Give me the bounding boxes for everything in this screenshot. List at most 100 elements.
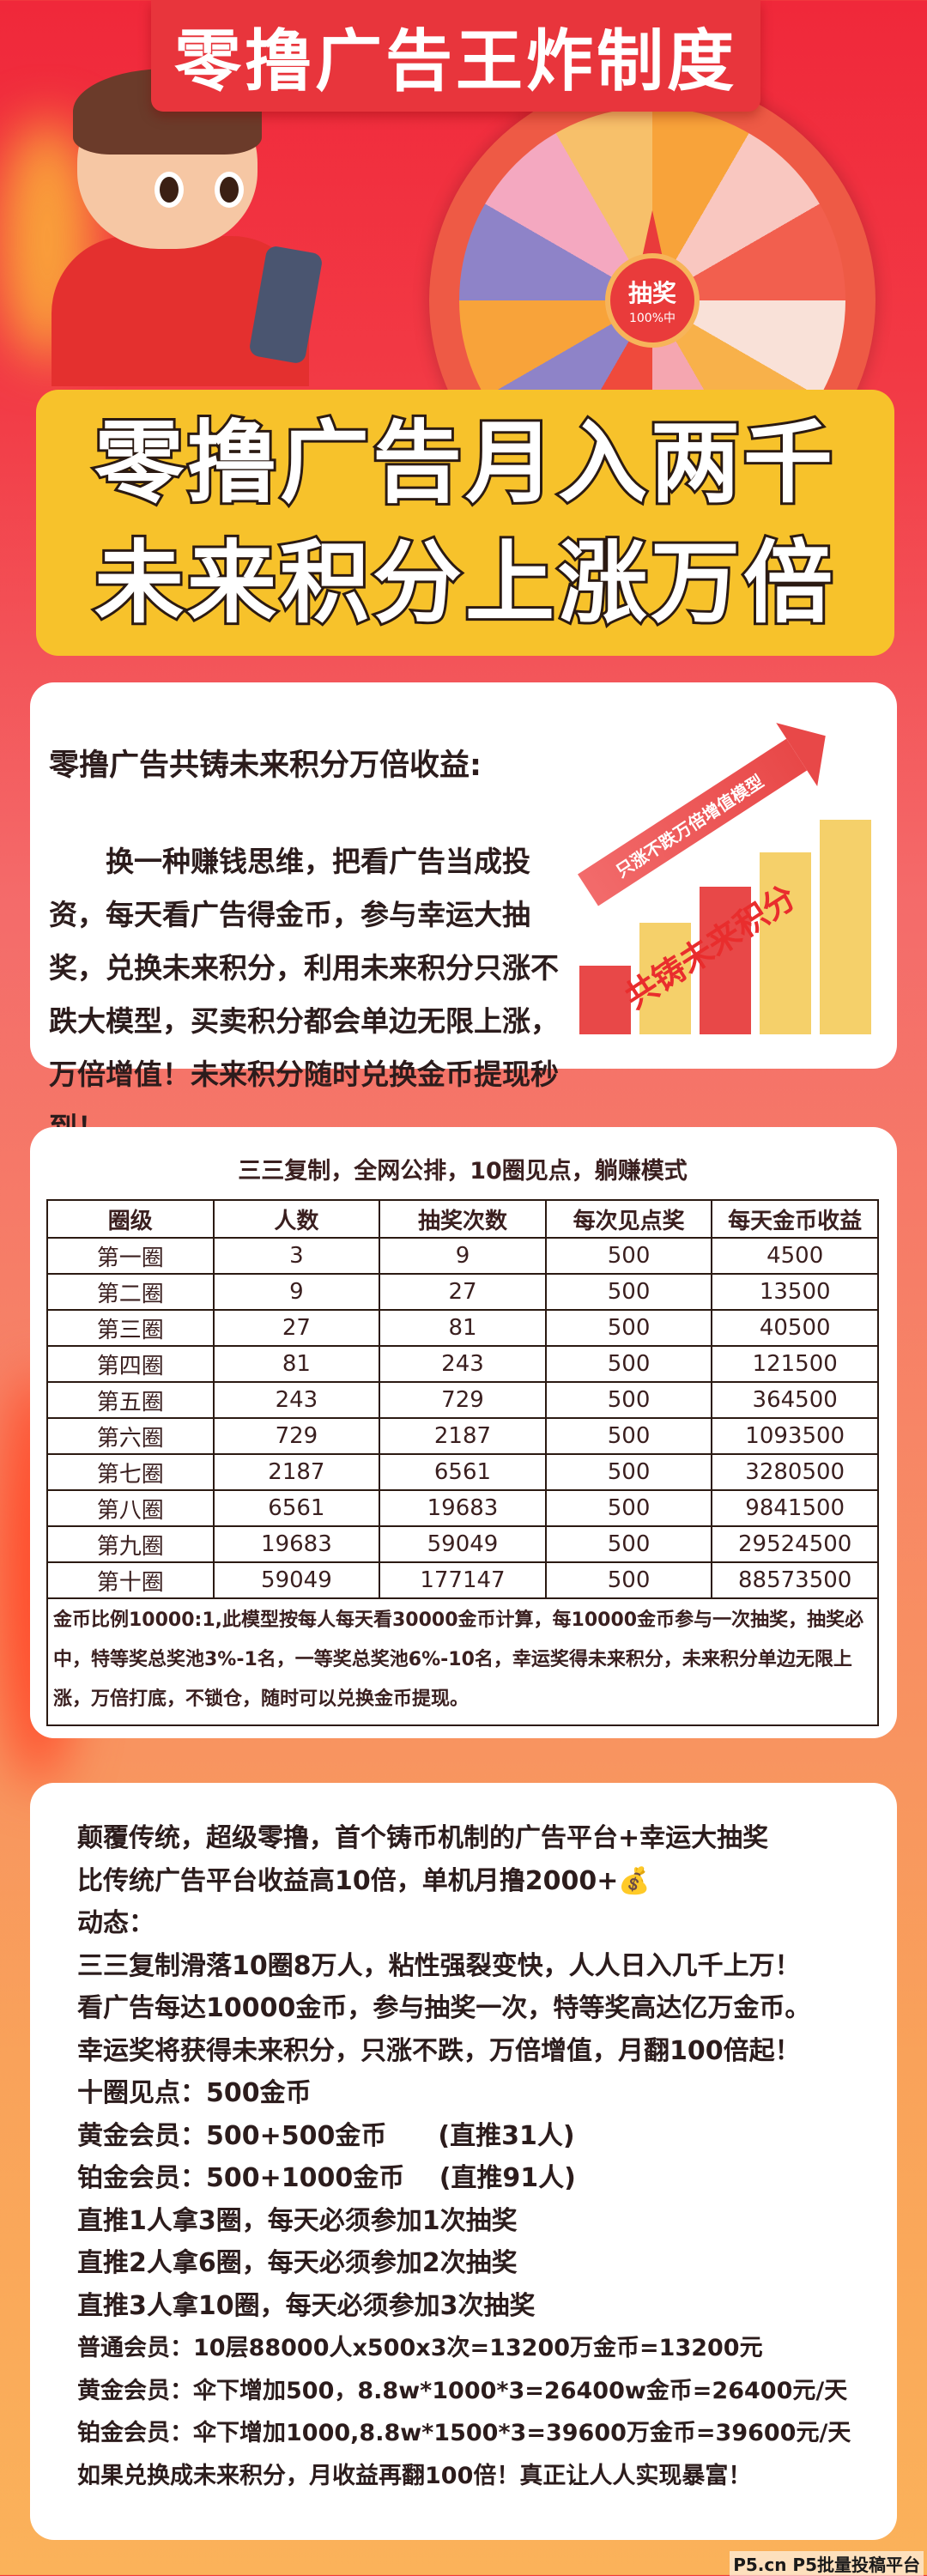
slogan-line-2: 未来积分上涨万倍 xyxy=(92,529,836,637)
detail-line: 黄金会员：500+500金币 (直推31人) xyxy=(77,2120,575,2151)
table-cell: 13500 xyxy=(711,1273,879,1311)
table-cell: 500 xyxy=(544,1453,713,1491)
table-cell: 500 xyxy=(544,1237,713,1275)
table-row: 第六圈 729 2187 500 1093500 xyxy=(46,1417,879,1455)
table-cell: 9 xyxy=(379,1237,547,1275)
detail-line: 普通会员：10层88000人x500x3次=13200万金币=13200元 xyxy=(77,2335,763,2361)
table-cell: 29524500 xyxy=(711,1525,879,1563)
reward-table: 圈级 人数 抽奖次数 每次见点奖 每天金币收益 第一圈 3 9 500 4500 第二圈 9 27 50… xyxy=(46,1199,879,1599)
table-cell: 第六圈 xyxy=(46,1417,215,1455)
growth-bar xyxy=(579,966,631,1034)
table-cell: 3280500 xyxy=(711,1453,879,1491)
table-cell: 500 xyxy=(544,1273,713,1311)
growth-bar xyxy=(700,887,751,1034)
slogan-line-1: 零撸广告月入两千 xyxy=(92,409,836,517)
table-cell: 729 xyxy=(212,1417,381,1455)
arrow-text: 只涨不跌万倍增值模型 xyxy=(612,770,767,882)
detail-line: 黄金会员：伞下增加500，8.8w*1000*3=26400w金币=26400元… xyxy=(77,2377,848,2404)
detail-line: 直推1人拿3圈，每天必须参加1次抽奖 xyxy=(77,2205,518,2236)
column-header: 圈级 xyxy=(46,1199,215,1239)
wheel-pointer-icon xyxy=(642,210,663,258)
table-cell: 500 xyxy=(544,1417,713,1455)
wheel-center-sub: 100%中 xyxy=(628,312,676,325)
table-cell: 729 xyxy=(379,1381,547,1419)
table-cell: 88573500 xyxy=(711,1561,879,1599)
growth-bar xyxy=(760,852,811,1034)
slogan-banner: 零撸广告月入两千 未来积分上涨万倍 xyxy=(36,390,894,656)
table-cell: 6561 xyxy=(379,1453,547,1491)
table-cell: 2187 xyxy=(379,1417,547,1455)
column-header: 人数 xyxy=(212,1199,381,1239)
table-cell: 500 xyxy=(544,1381,713,1419)
table-cell: 121500 xyxy=(711,1345,879,1383)
growth-graphic: 只涨不跌万倍增值模型 共铸未来积分 xyxy=(578,738,880,1052)
table-cell: 4500 xyxy=(711,1237,879,1275)
detail-line: 动态： xyxy=(77,1908,154,1938)
watermark: P5.cn P5批量投稿平台 xyxy=(730,2551,924,2576)
table-cell: 243 xyxy=(212,1381,381,1419)
table-cell: 27 xyxy=(212,1309,381,1347)
growth-bar xyxy=(820,820,871,1034)
detail-line: 铂金会员：伞下增加1000,8.8w*1500*3=39600万金币=39600… xyxy=(77,2420,851,2446)
table-cell: 第九圈 xyxy=(46,1525,215,1563)
table-cell: 364500 xyxy=(711,1381,879,1419)
table-cell: 第三圈 xyxy=(46,1309,215,1347)
table-row: 第十圈 59049 177147 500 88573500 xyxy=(46,1561,879,1599)
detail-line: 直推2人拿6圈，每天必须参加2次抽奖 xyxy=(77,2248,518,2278)
table-row: 第三圈 27 81 500 40500 xyxy=(46,1309,879,1347)
table-cell: 59049 xyxy=(379,1525,547,1563)
table-cell: 40500 xyxy=(711,1309,879,1347)
table-row: 第七圈 2187 6561 500 3280500 xyxy=(46,1453,879,1491)
table-header-row: 圈级 人数 抽奖次数 每次见点奖 每天金币收益 xyxy=(46,1199,879,1239)
table-cell: 500 xyxy=(544,1561,713,1599)
cartoon-boy-illustration xyxy=(52,69,335,386)
table-cell: 3 xyxy=(212,1237,381,1275)
table-row: 第一圈 3 9 500 4500 xyxy=(46,1237,879,1275)
table-cell: 500 xyxy=(544,1309,713,1347)
details-card: 颠覆传统，超级零撸，首个铸币机制的广告平台+幸运大抽奖 比传统广告平台收益高10倍… xyxy=(30,1783,897,2540)
wheel-center-label: 抽奖 xyxy=(627,279,676,307)
table-cell: 59049 xyxy=(212,1561,381,1599)
table-cell: 19683 xyxy=(212,1525,381,1563)
table-cell: 9 xyxy=(212,1273,381,1311)
table-cell: 81 xyxy=(212,1345,381,1383)
table-title: 三三复制，全网公排，10圈见点，躺赚模式 xyxy=(238,1158,688,1185)
detail-line: 看广告每达10000金币，参与抽奖一次，特等奖高达亿万金币。 xyxy=(77,1993,811,2023)
table-cell: 9841500 xyxy=(711,1489,879,1527)
column-header: 每天金币收益 xyxy=(711,1199,879,1239)
detail-line: 幸运奖将获得未来积分，只涨不跌，万倍增值，月翻100倍起！ xyxy=(77,2035,801,2066)
table-cell: 第一圈 xyxy=(46,1237,215,1275)
details-list: 颠覆传统，超级零撸，首个铸币机制的广告平台+幸运大抽奖 比传统广告平台收益高10倍… xyxy=(77,1817,867,2497)
detail-line: 十圈见点：500金币 xyxy=(77,2078,312,2108)
table-cell: 第七圈 xyxy=(46,1453,215,1491)
table-row: 第四圈 81 243 500 121500 xyxy=(46,1345,879,1383)
wheel-center-button: 抽奖 100%中 xyxy=(605,253,700,348)
detail-line: 直推3人拿10圈，每天必须参加3次抽奖 xyxy=(77,2290,536,2321)
table-cell: 500 xyxy=(544,1525,713,1563)
table-cell: 2187 xyxy=(212,1453,381,1491)
page-title: 零撸广告王炸制度 xyxy=(151,0,760,112)
intro-title: 零撸广告共铸未来积分万倍收益: xyxy=(49,749,482,783)
table-note: 金币比例10000:1,此模型按每人每天看30000金币计算，每10000金币参… xyxy=(46,1596,879,1726)
table-row: 第五圈 243 729 500 364500 xyxy=(46,1381,879,1419)
table-row: 第九圈 19683 59049 500 29524500 xyxy=(46,1525,879,1563)
table-cell: 81 xyxy=(379,1309,547,1347)
table-cell: 6561 xyxy=(212,1489,381,1527)
column-header: 每次见点奖 xyxy=(544,1199,713,1239)
detail-line: 比传统广告平台收益高10倍，单机月撸2000+💰 xyxy=(77,1865,651,1896)
table-row: 第八圈 6561 19683 500 9841500 xyxy=(46,1489,879,1527)
table-cell: 第五圈 xyxy=(46,1381,215,1419)
table-cell: 500 xyxy=(544,1489,713,1527)
table-cell: 第十圈 xyxy=(46,1561,215,1599)
table-cell: 27 xyxy=(379,1273,547,1311)
intro-card: 零撸广告共铸未来积分万倍收益: 换一种赚钱思维，把看广告当成投资，每天看广告得金… xyxy=(30,682,897,1144)
detail-line: 颠覆传统，超级零撸，首个铸币机制的广告平台+幸运大抽奖 xyxy=(77,1823,769,1853)
growth-bar xyxy=(639,923,691,1034)
table-cell: 第八圈 xyxy=(46,1489,215,1527)
detail-line: 如果兑换成未来积分，月收益再翻100倍！真正让人人实现暴富！ xyxy=(77,2462,752,2489)
table-row: 第二圈 9 27 500 13500 xyxy=(46,1273,879,1311)
table-cell: 19683 xyxy=(379,1489,547,1527)
table-cell: 第二圈 xyxy=(46,1273,215,1311)
table-cell: 500 xyxy=(544,1345,713,1383)
column-header: 抽奖次数 xyxy=(379,1199,547,1239)
